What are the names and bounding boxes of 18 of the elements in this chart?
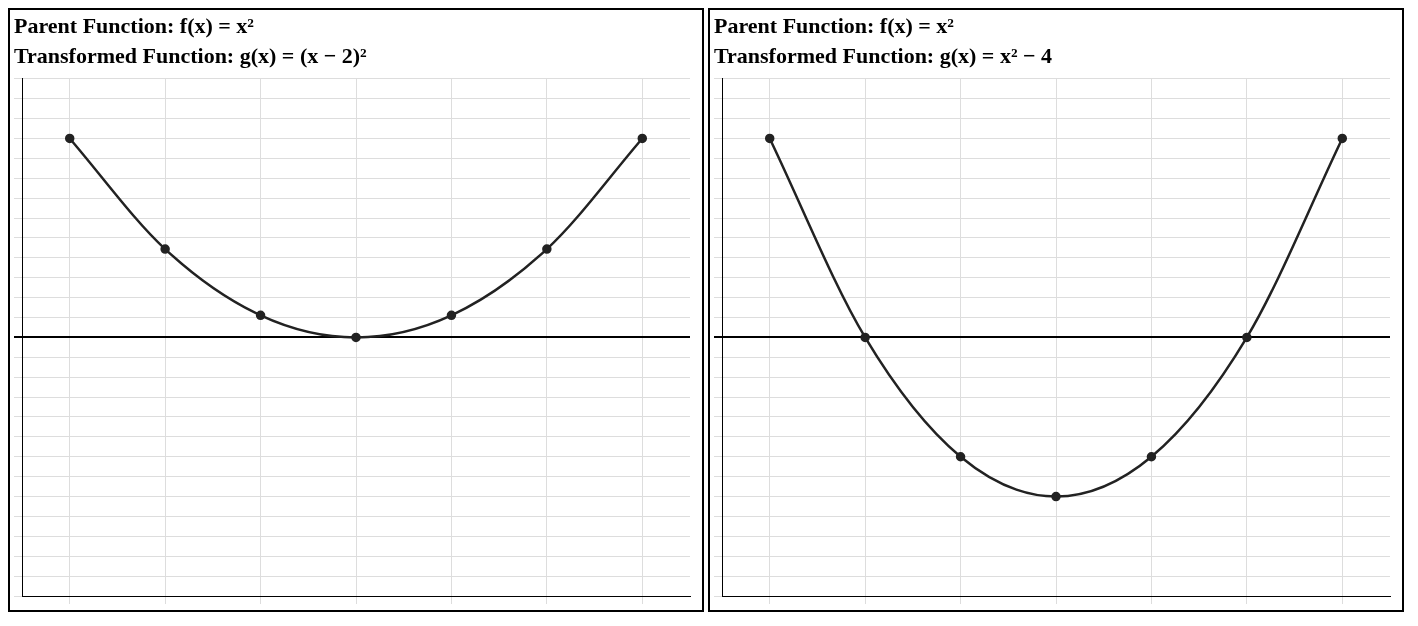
chart-subtitle: Transformed Function: g(x) = (x − 2)² bbox=[14, 43, 368, 69]
point bbox=[1051, 491, 1061, 502]
point bbox=[351, 332, 361, 343]
chart-title: Parent Function: f(x) = x² bbox=[14, 12, 255, 38]
point bbox=[955, 452, 966, 462]
point bbox=[64, 133, 75, 144]
point bbox=[1337, 133, 1348, 144]
point bbox=[446, 310, 457, 321]
chart-subtitle: Transformed Function: g(x) = x² − 4 bbox=[714, 43, 1053, 69]
point bbox=[860, 332, 870, 343]
point bbox=[160, 244, 170, 254]
point bbox=[1242, 332, 1252, 343]
point bbox=[764, 133, 775, 144]
chart-title: Parent Function: f(x) = x² bbox=[714, 12, 955, 38]
point bbox=[1146, 452, 1157, 462]
point bbox=[542, 244, 552, 254]
point bbox=[255, 310, 266, 321]
point bbox=[637, 133, 648, 144]
